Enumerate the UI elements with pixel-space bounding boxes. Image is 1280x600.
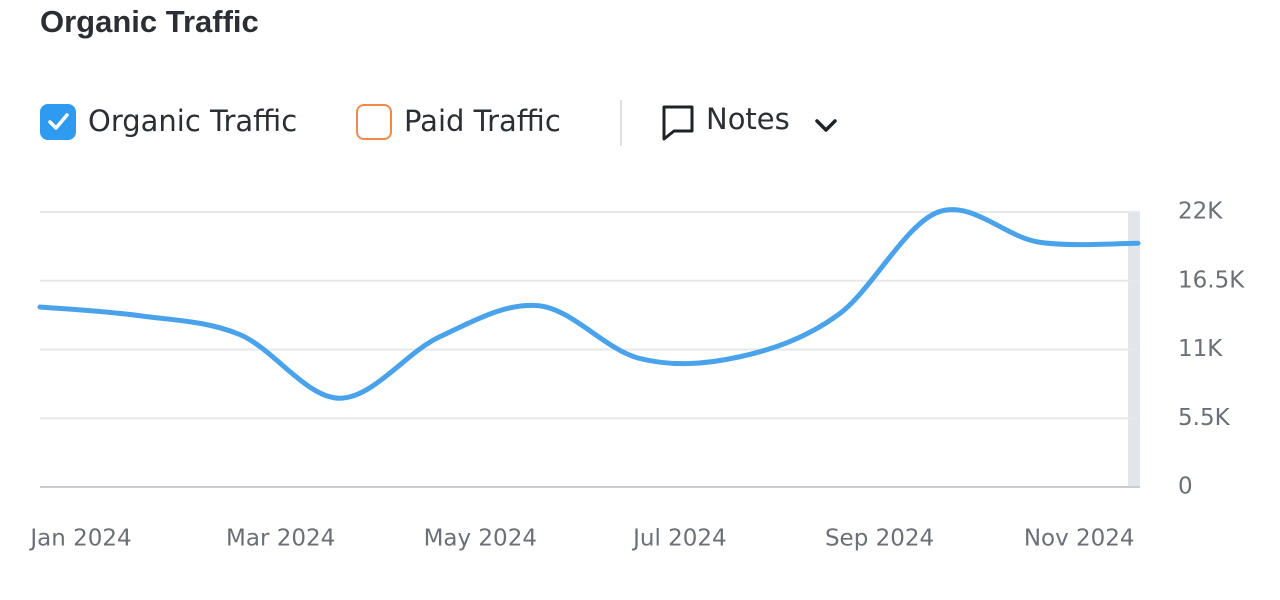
y-tick-label: 0 [1178, 474, 1193, 500]
x-tick-label: Jan 2024 [28, 526, 131, 552]
y-tick-label: 22K [1178, 199, 1223, 225]
legend-label: Organic Traffic [88, 104, 297, 138]
legend-checkbox[interactable] [40, 104, 76, 140]
notes-button[interactable]: Notes [662, 102, 837, 141]
y-tick-label: 11K [1178, 336, 1223, 362]
legend-checkbox[interactable] [356, 104, 392, 140]
x-tick-label: Mar 2024 [226, 526, 335, 552]
x-tick-label: May 2024 [424, 526, 537, 552]
chevron-icon [815, 119, 837, 132]
checkmark [48, 113, 69, 130]
x-tick-label: Nov 2024 [1024, 526, 1135, 552]
widget-title: Organic Traffic [40, 4, 259, 39]
notes-label: Notes [706, 102, 790, 136]
y-tick-label: 16.5K [1178, 267, 1245, 293]
y-tick-label: 5.5K [1178, 405, 1231, 431]
notes-icon [662, 105, 694, 141]
traffic-line [37, 207, 1141, 401]
x-tick-label: Sep 2024 [825, 526, 934, 552]
x-tick-label: Jul 2024 [631, 526, 727, 552]
legend-label: Paid Traffic [404, 104, 561, 138]
